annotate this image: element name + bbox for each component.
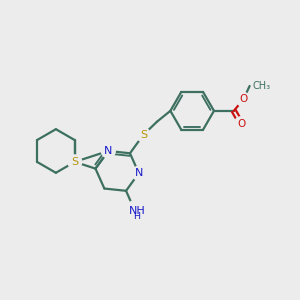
Circle shape [132,166,146,180]
Circle shape [68,155,82,169]
Text: S: S [140,130,147,140]
Circle shape [101,144,115,158]
Text: O: O [239,94,248,104]
Text: CH₃: CH₃ [252,81,270,91]
Text: N: N [135,168,143,178]
Circle shape [136,128,150,142]
Text: O: O [237,119,245,129]
Text: NH: NH [129,206,145,216]
Text: S: S [71,157,78,167]
Text: N: N [104,146,112,156]
Circle shape [234,117,248,131]
Text: H: H [134,212,140,221]
Circle shape [126,201,143,219]
Circle shape [236,92,250,106]
